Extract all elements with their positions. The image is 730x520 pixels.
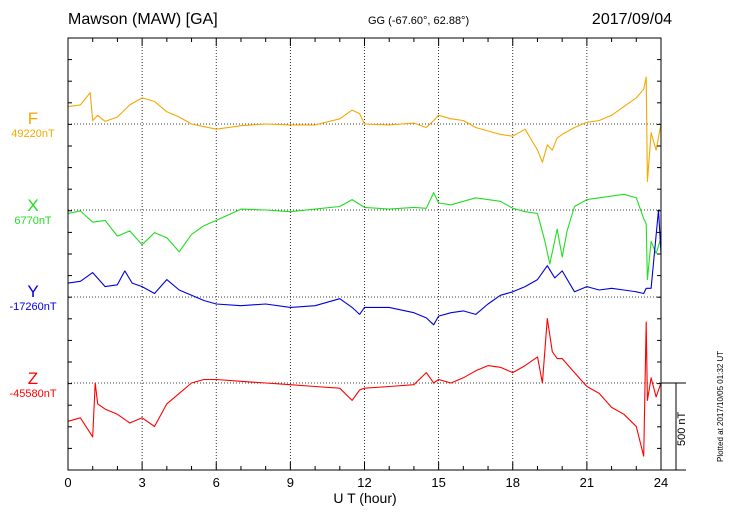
x-tick-label: 9 bbox=[287, 475, 294, 490]
series-line-y bbox=[67, 209, 662, 326]
x-axis-label: U T (hour) bbox=[333, 490, 397, 506]
x-tick-label: 6 bbox=[213, 475, 220, 490]
x-tick-label: 24 bbox=[654, 475, 668, 490]
x-axis-ticks bbox=[67, 38, 662, 470]
series-lines bbox=[67, 76, 662, 457]
series-line-x bbox=[67, 192, 662, 281]
x-tick-label: 21 bbox=[580, 475, 594, 490]
series-line-f bbox=[67, 76, 662, 182]
x-tick-label: 15 bbox=[431, 475, 445, 490]
series-name: Y bbox=[27, 282, 39, 301]
series-label-x: X 6770nT bbox=[0, 197, 66, 228]
series-label-f: F 49220nT bbox=[0, 110, 66, 141]
series-name: Z bbox=[27, 369, 39, 388]
series-label-y: Y -17260nT bbox=[0, 283, 66, 314]
plotted-timestamp: Plotted at 2017/10/05 01:32 UT bbox=[716, 350, 725, 462]
series-baseline: 49220nT bbox=[11, 128, 55, 140]
series-name: F bbox=[27, 109, 39, 128]
series-label-z: Z -45580nT bbox=[0, 370, 66, 401]
series-baseline: 6770nT bbox=[14, 215, 52, 227]
x-tick-label: 12 bbox=[357, 475, 371, 490]
date-label: 2017/09/04 bbox=[591, 11, 672, 28]
x-axis-tick-labels: 0 3 6 9 12 15 18 21 24 bbox=[64, 475, 668, 490]
station-title: Mawson (MAW) [GA] bbox=[68, 11, 218, 28]
geographic-coordinates: GG (-67.60°, 62.88°) bbox=[368, 15, 470, 27]
scale-bar-label: 500 nT bbox=[676, 411, 688, 446]
series-line-z bbox=[67, 318, 662, 457]
series-name: X bbox=[27, 196, 39, 215]
series-baseline: -45580nT bbox=[9, 388, 57, 400]
scale-bar bbox=[661, 382, 686, 471]
x-tick-label: 3 bbox=[139, 475, 146, 490]
series-baseline: -17260nT bbox=[9, 301, 57, 313]
x-tick-label: 18 bbox=[506, 475, 520, 490]
x-tick-label: 0 bbox=[64, 475, 71, 490]
grid-lines bbox=[141, 38, 588, 470]
